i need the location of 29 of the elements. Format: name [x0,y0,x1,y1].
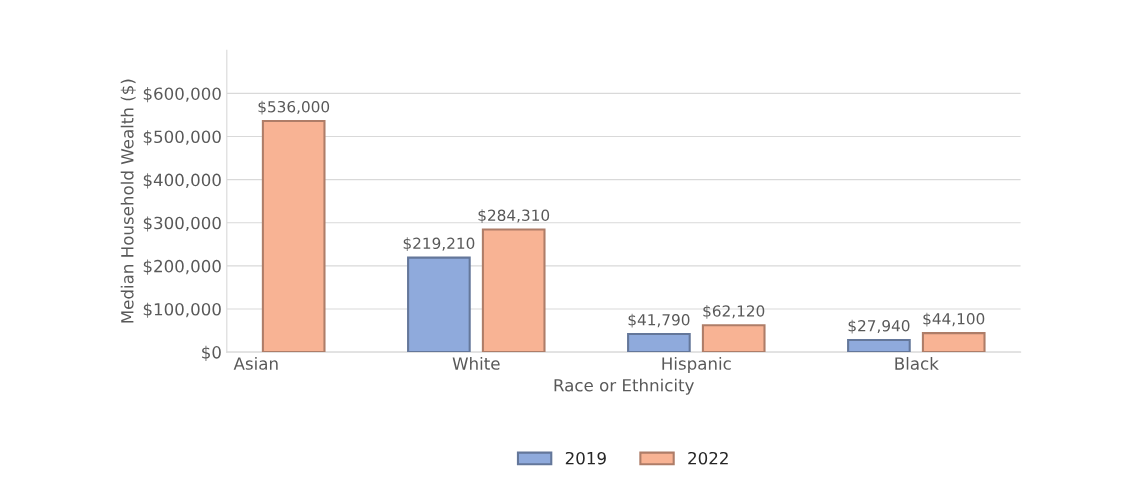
data-label: $62,120 [703,304,765,319]
x-tick-label: Black [895,356,939,370]
x-tick-label: Asian [233,356,278,370]
y-tick-label: $300,000 [143,216,221,232]
data-label: $41,790 [628,313,690,328]
data-label: $27,940 [848,319,910,334]
bar [701,324,766,353]
data-label: $284,310 [478,209,550,224]
y-axis-title: Median Household Wealth ($) [120,79,136,323]
bar [921,332,986,353]
legend-label: 2019 [565,451,606,465]
legend-label: 2022 [688,451,728,465]
y-tick-label: $400,000 [143,173,221,189]
x-tick-label: White [452,356,500,370]
y-tick-label: $100,000 [143,302,221,318]
data-label: $536,000 [258,100,330,115]
bar [481,228,546,353]
y-tick-label: $500,000 [143,130,221,146]
x-axis-title: Race or Ethnicity [554,378,694,395]
bar [627,333,691,353]
bar [407,256,471,353]
data-label: $219,210 [403,237,475,252]
data-label: $44,100 [923,312,985,327]
y-tick-label: $200,000 [143,259,221,275]
y-tick-label: $0 [202,345,221,361]
x-tick-label: Hispanic [662,356,731,374]
bar [261,119,326,353]
y-tick-label: $600,000 [143,87,221,103]
bar [847,339,911,353]
